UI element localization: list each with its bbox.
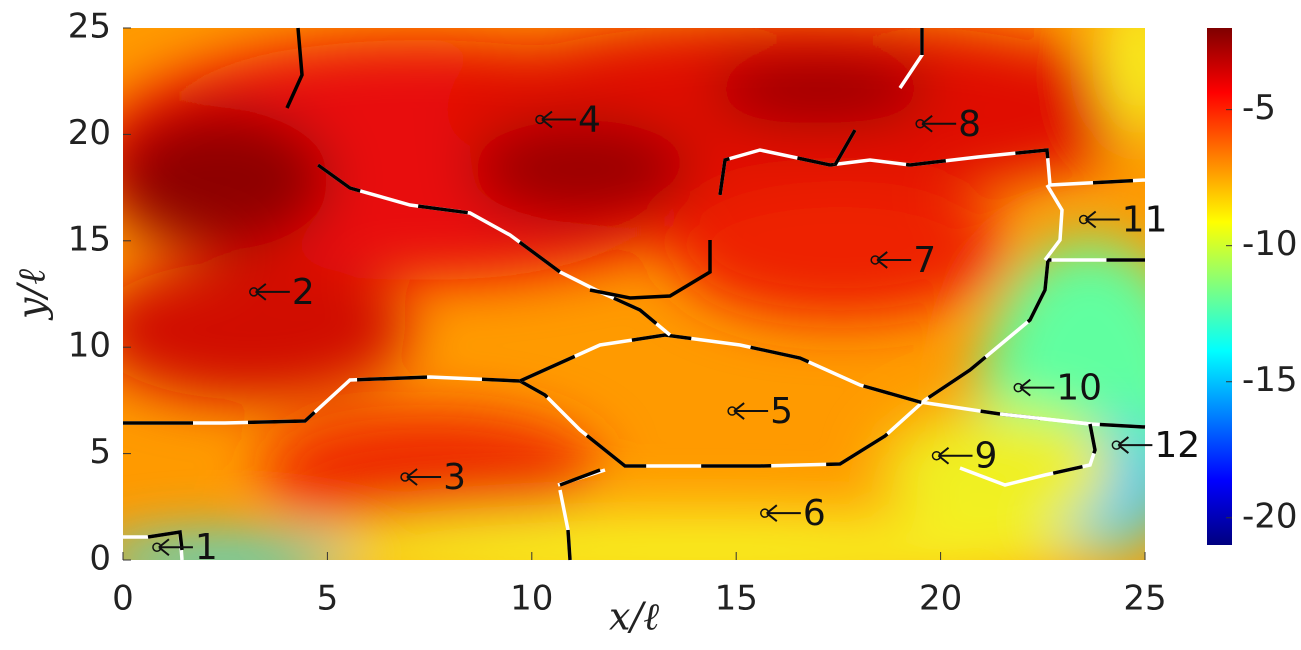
annotation-label: 9 [975,436,998,477]
annotation-label: 11 [1122,200,1168,241]
annotation: 1 [152,527,218,568]
y-tick-label: 0 [89,539,111,579]
annotation-label: 7 [913,240,936,281]
x-tick-label: 15 [715,579,758,619]
annotation-arrow [937,446,973,465]
annotation: 4 [535,100,601,141]
annotation-label: 2 [292,272,315,313]
x-tick-label: 20 [919,579,962,619]
colorbar-tick-label: -15 [1242,360,1298,400]
annotation-arrow [921,114,957,133]
y-axis-label: y/ℓ [10,269,54,321]
annotation-arrow [733,402,769,420]
annotation: 6 [760,493,826,534]
annotation-arrow [766,504,801,522]
annotation-arrow [1085,210,1120,229]
annotation-label: 10 [1056,368,1102,409]
colorbar-tick-label: -5 [1242,88,1276,128]
annotation-label: 4 [578,100,601,141]
annotation-arrow [255,283,290,301]
y-tick-label: 20 [68,113,111,153]
annotation-label: 5 [770,391,793,432]
annotation: 5 [727,391,793,432]
annotation: 10 [1013,368,1102,409]
y-tick-label: 5 [89,432,111,472]
annotation-arrow [1117,436,1153,454]
annotation-arrow [158,538,193,557]
annotation-label: 1 [195,527,218,568]
annotation: 9 [931,436,998,477]
colorbar [1207,28,1232,545]
annotation-arrow [406,468,442,486]
annotation: 7 [870,240,936,281]
annotation-label: 3 [443,457,466,498]
y-tick-label: 15 [68,219,111,259]
annotation: 12 [1111,425,1200,466]
y-tick-label: 10 [68,326,111,366]
x-tick-label: 25 [1123,579,1166,619]
annotation: 3 [400,457,466,498]
annotation: 11 [1078,200,1168,241]
x-tick-label: 10 [510,579,553,619]
y-tick-label: 25 [68,7,111,47]
annotation-arrow [1019,378,1055,397]
annotation-arrow [876,251,912,269]
annotation: 2 [249,272,315,313]
colorbar-tick-label: -10 [1242,224,1298,264]
x-tick-label: 5 [317,579,339,619]
annotation-arrow [541,110,576,129]
annotation-label: 6 [803,493,826,534]
annotation-label: 12 [1154,425,1200,466]
annotation-label: 8 [958,104,981,145]
annotation: 8 [915,104,981,145]
colorbar-tick-label: -20 [1242,496,1298,536]
x-axis-label: x/ℓ [609,595,659,639]
boundaries [123,27,1146,561]
x-tick-label: 0 [112,579,134,619]
